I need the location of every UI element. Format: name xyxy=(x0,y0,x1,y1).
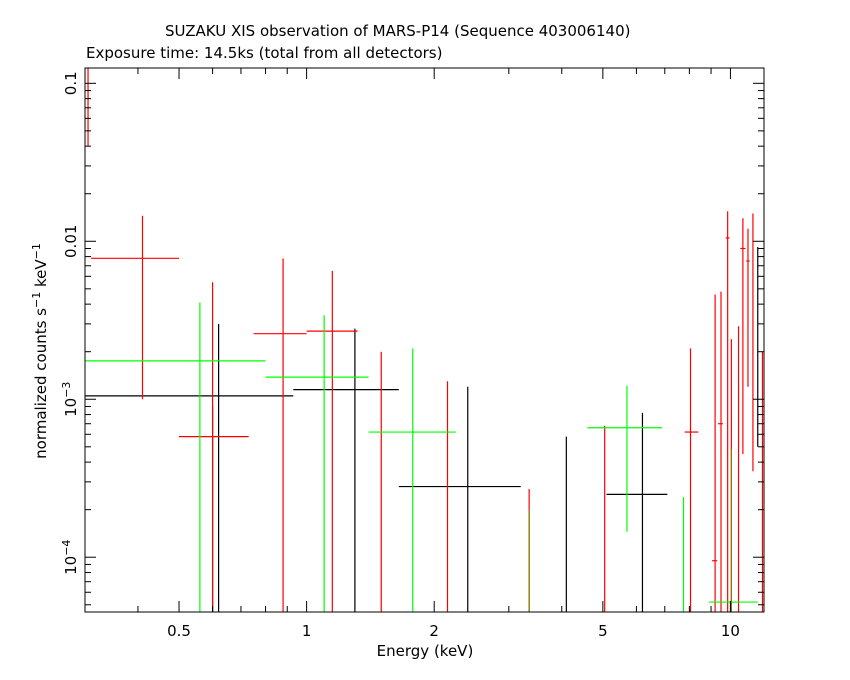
x-tick-label: 2 xyxy=(429,622,439,640)
series-2 xyxy=(85,302,758,612)
x-tick-label: 10 xyxy=(721,622,740,640)
data-point xyxy=(712,294,718,612)
x-axis-label: Energy (keV) xyxy=(377,642,474,660)
chart-title: SUZAKU XIS observation of MARS-P14 (Sequ… xyxy=(165,22,631,40)
series-0 xyxy=(85,246,759,612)
y-tick-label: 10−4 xyxy=(60,540,81,575)
x-tick-label: 1 xyxy=(302,622,312,640)
data-point xyxy=(684,348,699,612)
data-point xyxy=(368,348,456,612)
chart-subtitle: Exposure time: 14.5ks (total from all de… xyxy=(86,44,443,62)
x-tick-label: 0.5 xyxy=(167,622,191,640)
data-point xyxy=(725,211,730,612)
y-tick-label: 0.01 xyxy=(62,225,80,258)
data-point xyxy=(740,218,746,455)
x-tick-label: 5 xyxy=(598,622,608,640)
data-point xyxy=(306,270,358,612)
data-point xyxy=(718,291,723,612)
data-point xyxy=(85,302,266,612)
data-point xyxy=(253,258,307,612)
y-axis-label: normalized counts s−1 keV−1 xyxy=(30,243,51,459)
data-point xyxy=(398,386,521,612)
data-point xyxy=(179,282,249,612)
y-tick-label: 10−3 xyxy=(60,382,81,417)
data-point xyxy=(265,315,369,612)
series-1 xyxy=(87,68,764,612)
data-point xyxy=(587,385,663,532)
y-tick-label: 0.1 xyxy=(62,71,80,95)
data-point xyxy=(606,412,668,612)
axis-ticks xyxy=(84,68,764,612)
data-point xyxy=(91,215,180,400)
data-point xyxy=(293,328,399,612)
plot-frame xyxy=(84,67,765,613)
series-3 xyxy=(528,449,732,612)
data-point xyxy=(85,395,294,612)
data-point xyxy=(746,228,750,387)
data-marks xyxy=(85,68,764,612)
tick-labels: 0.5 1 2 5 10 10−4 10−3 0.01 0.1 xyxy=(60,71,740,640)
data-point xyxy=(708,601,758,612)
